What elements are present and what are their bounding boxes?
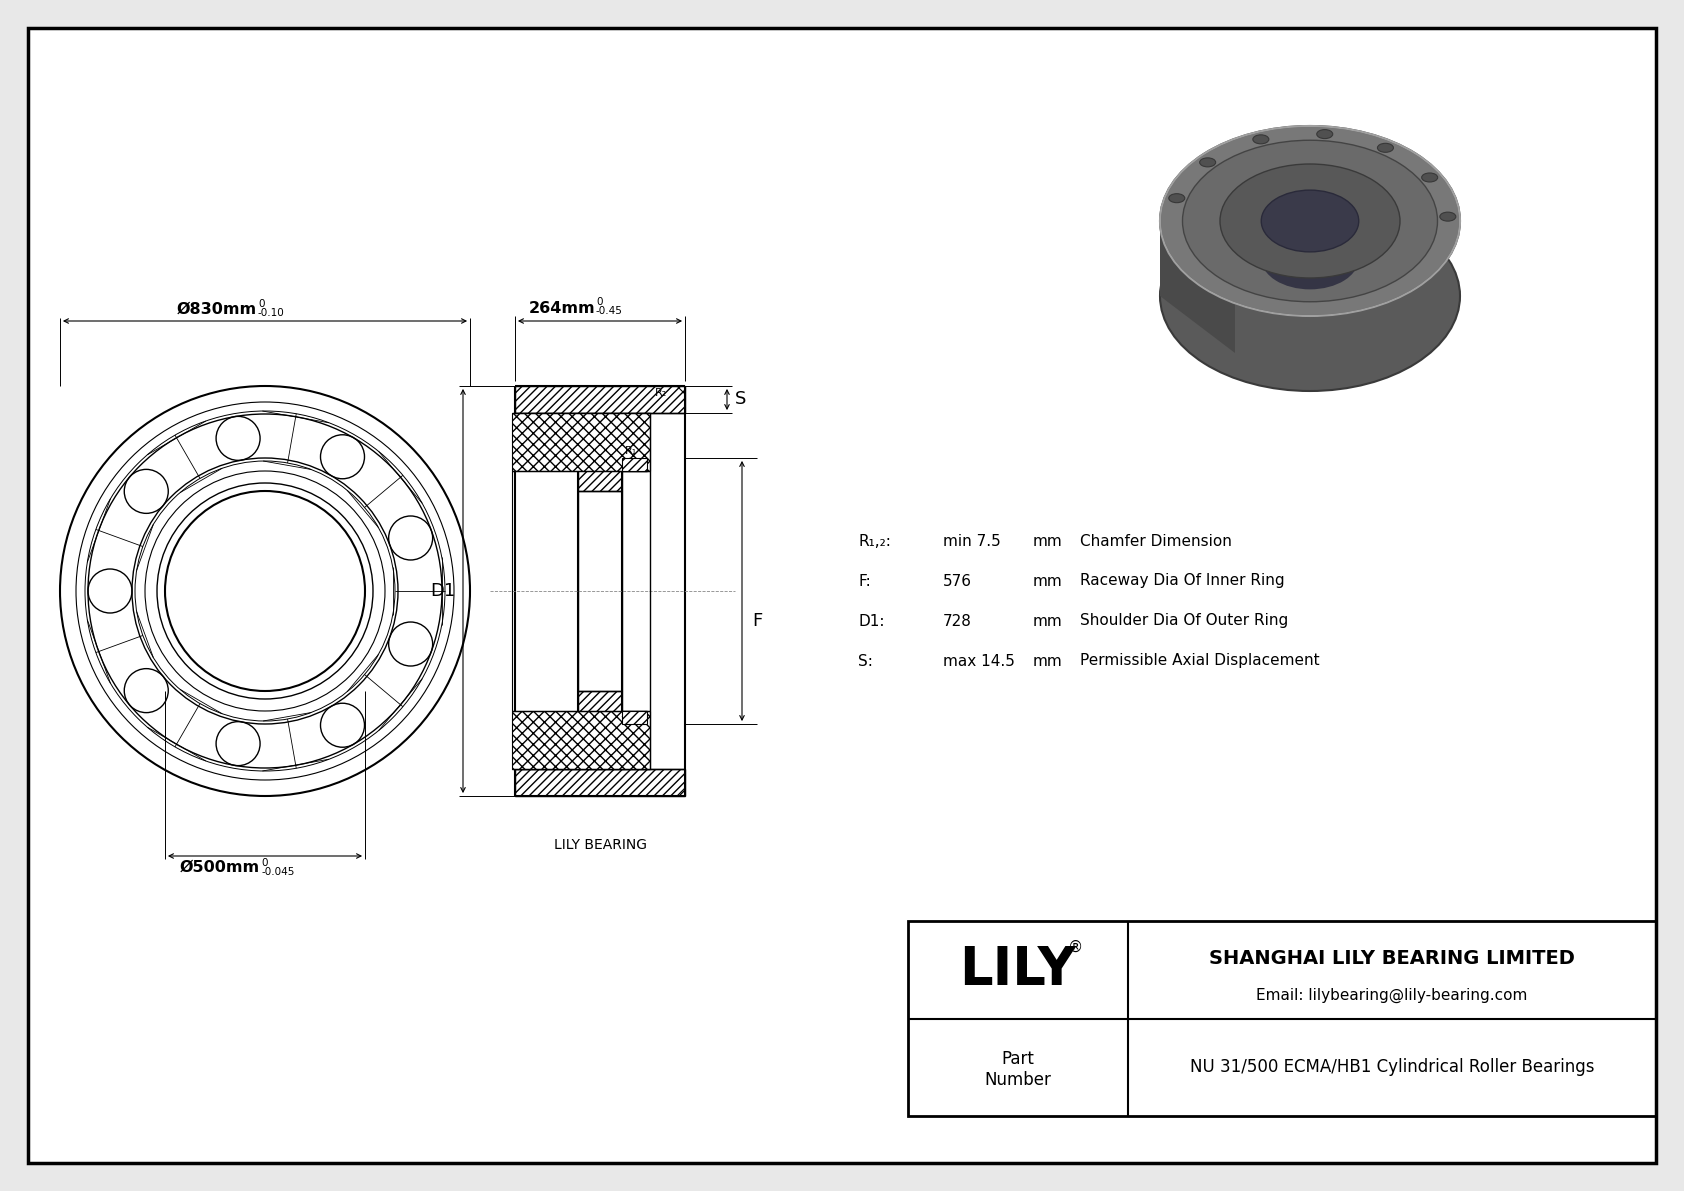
- Text: LILY BEARING: LILY BEARING: [554, 838, 647, 852]
- Text: Ø830mm: Ø830mm: [177, 303, 258, 317]
- Ellipse shape: [1160, 201, 1460, 391]
- Polygon shape: [578, 691, 621, 724]
- Text: 728: 728: [943, 613, 972, 629]
- Text: F: F: [753, 612, 763, 630]
- Ellipse shape: [1261, 227, 1359, 289]
- Text: max 14.5: max 14.5: [943, 654, 1015, 668]
- Text: 0: 0: [258, 299, 264, 308]
- Bar: [908, 921, 1655, 1116]
- Ellipse shape: [1261, 191, 1359, 251]
- Text: 576: 576: [943, 574, 972, 588]
- Ellipse shape: [1253, 135, 1268, 144]
- Text: -0.10: -0.10: [258, 308, 285, 318]
- Text: D1:: D1:: [859, 613, 884, 629]
- Polygon shape: [621, 459, 647, 470]
- Polygon shape: [512, 413, 650, 470]
- Polygon shape: [512, 711, 650, 769]
- Polygon shape: [515, 386, 685, 413]
- Text: Chamfer Dimension: Chamfer Dimension: [1079, 534, 1233, 549]
- Text: S: S: [734, 391, 746, 409]
- Text: -0.045: -0.045: [261, 867, 295, 877]
- Ellipse shape: [1378, 143, 1393, 152]
- Ellipse shape: [1199, 158, 1216, 167]
- Text: min 7.5: min 7.5: [943, 534, 1000, 549]
- Text: NU 31/500 ECMA/HB1 Cylindrical Roller Bearings: NU 31/500 ECMA/HB1 Cylindrical Roller Be…: [1191, 1059, 1595, 1077]
- Ellipse shape: [1440, 212, 1457, 222]
- Text: mm: mm: [1032, 574, 1063, 588]
- Text: mm: mm: [1032, 534, 1063, 549]
- Text: Raceway Dia Of Inner Ring: Raceway Dia Of Inner Ring: [1079, 574, 1285, 588]
- Text: 264mm: 264mm: [529, 301, 594, 316]
- Text: Ø500mm: Ø500mm: [180, 860, 259, 875]
- Text: LILY: LILY: [960, 943, 1076, 996]
- Polygon shape: [515, 769, 685, 796]
- Text: SHANGHAI LILY BEARING LIMITED: SHANGHAI LILY BEARING LIMITED: [1209, 948, 1575, 967]
- Text: 0: 0: [261, 858, 268, 868]
- Text: R₁: R₁: [625, 445, 637, 456]
- Text: Shoulder Dia Of Outer Ring: Shoulder Dia Of Outer Ring: [1079, 613, 1288, 629]
- Ellipse shape: [1169, 194, 1186, 202]
- Text: Permissible Axial Displacement: Permissible Axial Displacement: [1079, 654, 1320, 668]
- Text: R₂: R₂: [655, 388, 667, 398]
- Ellipse shape: [1182, 141, 1438, 301]
- Text: S:: S:: [859, 654, 872, 668]
- Text: F:: F:: [859, 574, 871, 588]
- Text: Email: lilybearing@lily-bearing.com: Email: lilybearing@lily-bearing.com: [1256, 987, 1527, 1003]
- Text: ®: ®: [1068, 940, 1083, 955]
- Ellipse shape: [1160, 126, 1460, 316]
- Text: Part
Number: Part Number: [985, 1049, 1051, 1089]
- Text: -0.45: -0.45: [596, 306, 623, 316]
- Polygon shape: [1160, 222, 1234, 353]
- Polygon shape: [578, 459, 621, 491]
- Text: mm: mm: [1032, 654, 1063, 668]
- Ellipse shape: [1317, 130, 1332, 138]
- Ellipse shape: [1219, 164, 1399, 278]
- Text: mm: mm: [1032, 613, 1063, 629]
- Ellipse shape: [1421, 173, 1438, 182]
- Text: D1: D1: [429, 582, 455, 600]
- Polygon shape: [621, 711, 647, 724]
- Text: R₁,₂:: R₁,₂:: [859, 534, 891, 549]
- Text: 0: 0: [596, 297, 603, 307]
